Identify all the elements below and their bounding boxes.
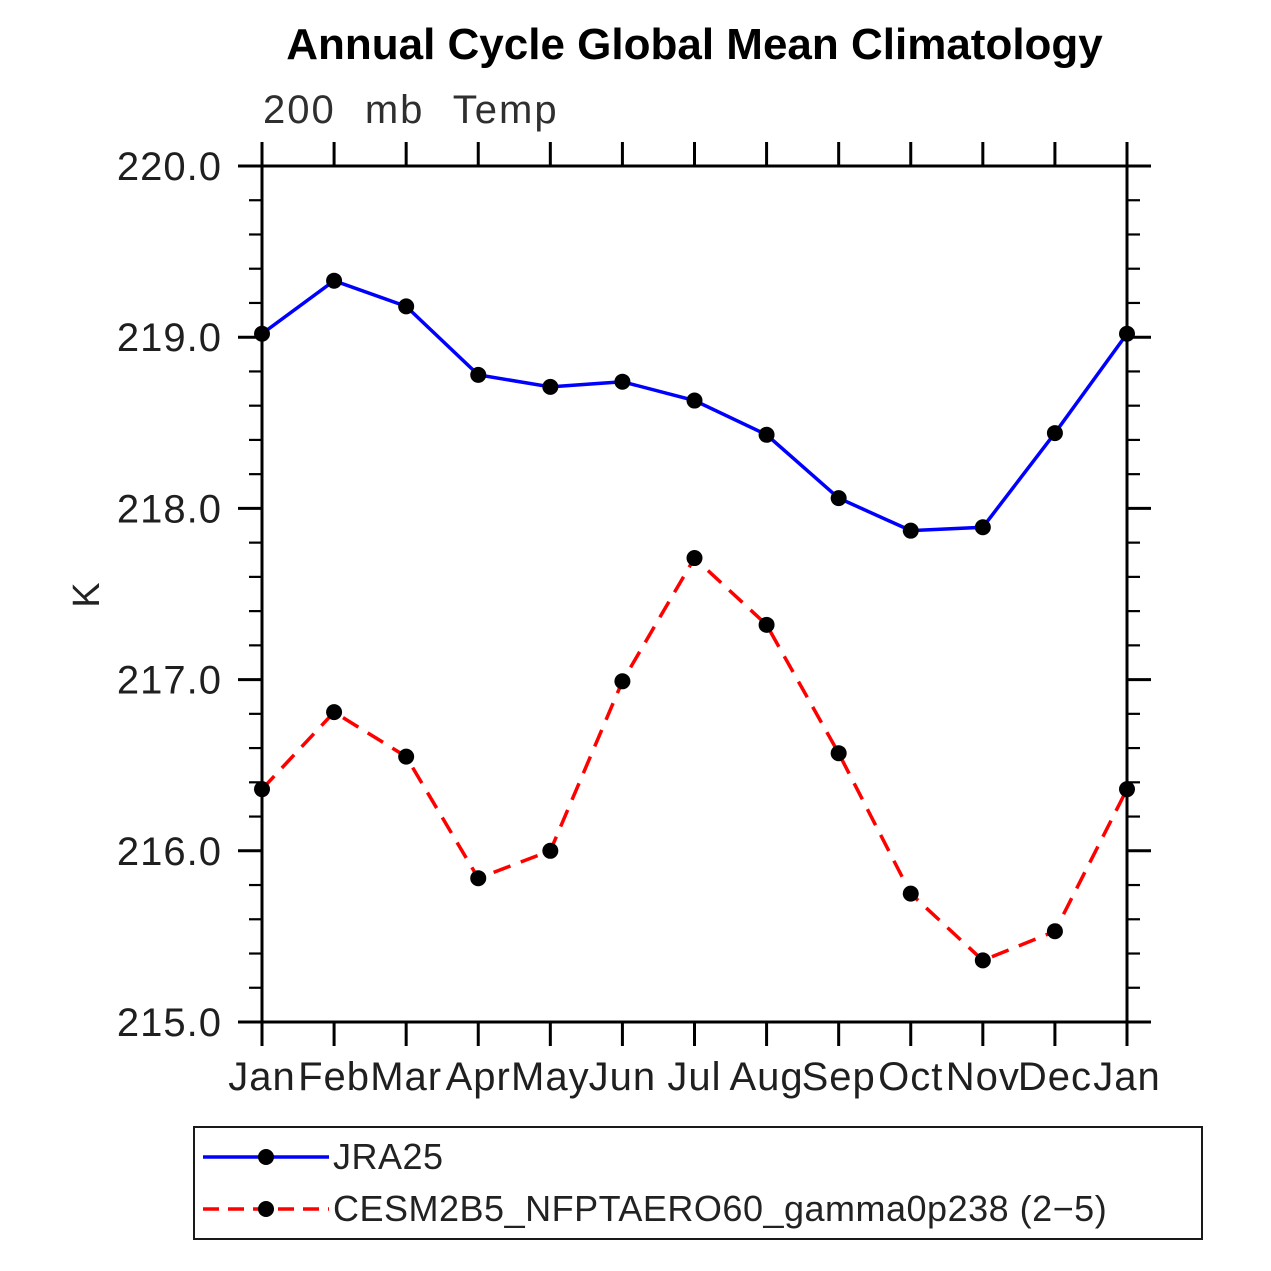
x-tick-label: Jan xyxy=(1093,1055,1161,1099)
data-point-marker xyxy=(974,519,991,536)
series-line-1 xyxy=(260,555,1129,963)
data-point-marker xyxy=(830,490,847,507)
legend-line-sample-jra25 xyxy=(203,1149,329,1165)
data-point-marker xyxy=(398,298,415,315)
x-tick-label: May xyxy=(511,1055,590,1099)
y-tick-label: 218.0 xyxy=(117,487,222,531)
legend-label-cesm2b5: CESM2B5_NFPTAERO60_gamma0p238 (2−5) xyxy=(333,1188,1108,1229)
data-point-marker xyxy=(758,426,775,443)
data-point-marker xyxy=(470,366,487,383)
data-point-marker xyxy=(1046,923,1063,940)
x-tick-label: Jan xyxy=(228,1055,296,1099)
chart-title: Annual Cycle Global Mean Climatology xyxy=(286,20,1103,69)
y-tick-label: 215.0 xyxy=(117,1001,222,1045)
data-point-marker xyxy=(614,373,631,390)
data-point-marker xyxy=(254,781,270,798)
x-tick-label: Apr xyxy=(446,1055,511,1099)
data-point-marker xyxy=(974,952,991,969)
x-tick-label: Oct xyxy=(878,1055,943,1099)
legend-item-jra25: JRA25 xyxy=(201,1136,444,1177)
data-point-marker xyxy=(1119,325,1135,342)
chart-subtitle: 200 mb Temp xyxy=(263,88,559,132)
data-point-marker xyxy=(542,378,559,395)
x-tick-label: Nov xyxy=(946,1055,1020,1099)
legend-sample-marker xyxy=(258,1149,274,1165)
data-point-marker xyxy=(830,745,847,762)
legend-line-sample-cesm2b5 xyxy=(203,1201,329,1217)
y-tick-label: 217.0 xyxy=(117,659,222,703)
data-point-marker xyxy=(326,704,343,721)
data-point-marker xyxy=(902,522,919,539)
data-point-marker xyxy=(614,673,631,690)
x-tick-label: Jun xyxy=(589,1055,657,1099)
y-tick-label: 219.0 xyxy=(117,316,222,360)
legend: JRA25 CESM2B5_NFPTAERO60_gamma0p238 (2−5… xyxy=(193,1126,1203,1240)
data-point-marker xyxy=(398,748,415,765)
data-point-marker xyxy=(758,616,775,633)
x-tick-label: Feb xyxy=(298,1055,370,1099)
data-point-marker xyxy=(542,842,559,859)
legend-sample-marker xyxy=(258,1201,274,1217)
x-tick-label: Aug xyxy=(729,1055,803,1099)
data-point-marker xyxy=(1046,425,1063,442)
plot-frame xyxy=(260,164,1129,1024)
x-tick-label: Jul xyxy=(667,1055,721,1099)
y-tick-label: 220.0 xyxy=(117,145,222,189)
data-point-marker xyxy=(902,885,919,902)
data-point-marker xyxy=(254,325,270,342)
data-point-marker xyxy=(326,272,343,289)
x-tick-label: Mar xyxy=(370,1055,442,1099)
data-point-marker xyxy=(686,550,703,567)
legend-item-cesm2b5: CESM2B5_NFPTAERO60_gamma0p238 (2−5) xyxy=(201,1188,1108,1229)
legend-label-jra25: JRA25 xyxy=(333,1136,444,1177)
data-point-marker xyxy=(470,870,487,887)
data-point-marker xyxy=(1119,781,1135,798)
x-tick-label: Dec xyxy=(1018,1055,1092,1099)
data-point-marker xyxy=(686,392,703,409)
x-tick-label: Sep xyxy=(802,1055,876,1099)
y-tick-label: 216.0 xyxy=(117,830,222,874)
